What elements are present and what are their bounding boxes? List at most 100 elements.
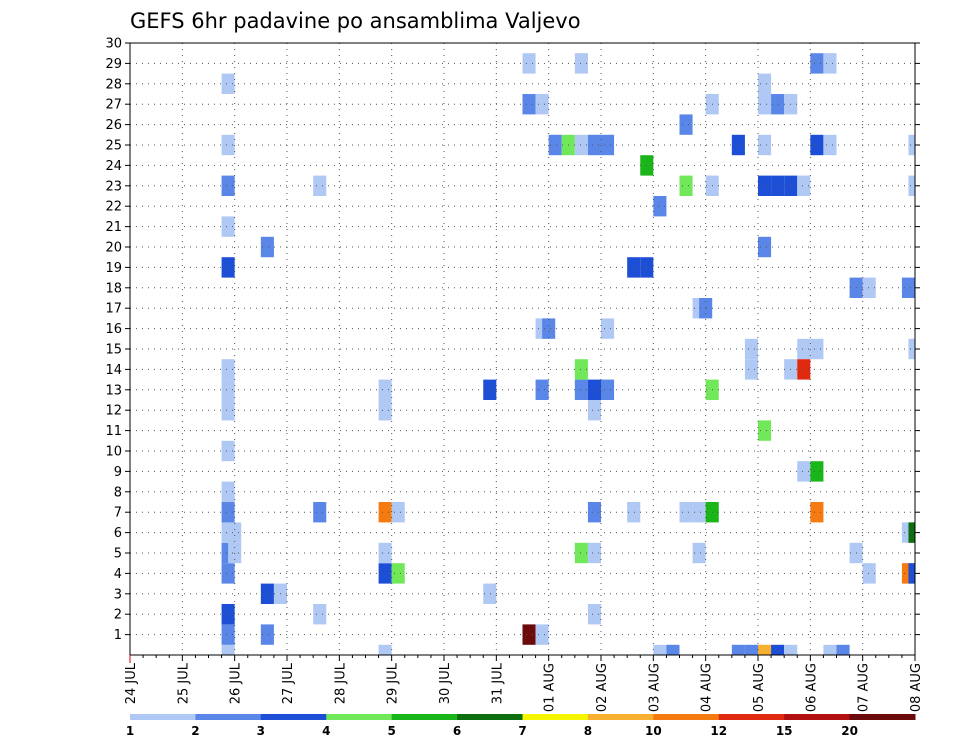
data-cell — [587, 604, 601, 625]
y-tick-label: 25 — [105, 139, 122, 154]
data-cell — [810, 461, 824, 482]
data-cell — [908, 338, 915, 360]
x-tick-label: 27 JUL — [281, 662, 296, 704]
y-tick-label: 11 — [105, 424, 122, 439]
data-cell — [823, 53, 837, 74]
y-tick-label: 29 — [105, 57, 122, 72]
y-tick-label: 23 — [105, 179, 122, 194]
data-cell — [758, 644, 772, 655]
data-cell — [823, 134, 837, 156]
color-scale-label: 20 — [841, 724, 858, 738]
y-axis: 1234567891011121314151617181920212223242… — [105, 37, 920, 643]
color-scale-swatch — [457, 714, 523, 720]
y-tick-label: 18 — [105, 281, 122, 296]
y-tick-label: 24 — [105, 159, 122, 174]
color-scale-label: 5 — [387, 724, 395, 738]
x-tick-label: 28 JUL — [333, 662, 348, 704]
y-tick-label: 21 — [105, 220, 122, 235]
y-tick-label: 4 — [114, 567, 122, 582]
data-cell — [548, 134, 562, 156]
y-tick-label: 10 — [105, 445, 122, 460]
color-scale-label: 10 — [645, 724, 662, 738]
data-cell — [221, 604, 235, 625]
data-cell — [679, 502, 693, 523]
x-tick-label: 08 AUG — [909, 663, 924, 712]
data-cell — [758, 175, 772, 196]
color-scale-label: 2 — [191, 724, 199, 738]
data-cell — [391, 502, 405, 523]
data-cell — [862, 277, 876, 298]
color-scale-swatch — [260, 714, 327, 720]
data-cell — [221, 379, 235, 400]
chart-title: GEFS 6hr padavine po ansamblima Valjevo — [130, 9, 581, 33]
data-cell — [587, 379, 601, 400]
data-cell — [601, 379, 615, 400]
data-cell — [522, 94, 536, 115]
data-cell — [221, 400, 235, 421]
data-cell — [391, 563, 405, 584]
color-scale-label: 3 — [257, 724, 265, 738]
x-tick-label: 30 JUL — [438, 662, 453, 704]
x-tick-label: 25 JUL — [176, 662, 191, 704]
data-cell — [601, 318, 615, 339]
x-tick-label: 03 AUG — [647, 663, 662, 712]
color-scale-label: 6 — [453, 724, 461, 738]
data-cell — [836, 644, 850, 655]
y-tick-label: 16 — [105, 322, 122, 337]
data-cell — [483, 583, 497, 604]
data-cell — [574, 134, 588, 156]
data-cell — [744, 359, 758, 380]
data-cell — [731, 134, 745, 156]
data-cell — [627, 257, 641, 278]
data-cell — [522, 53, 536, 74]
data-cell — [810, 338, 824, 360]
data-cell — [221, 73, 235, 94]
data-cell — [601, 134, 615, 156]
color-scale-swatch — [326, 714, 393, 720]
data-cell — [627, 502, 641, 523]
data-cell — [744, 644, 758, 655]
color-scale-swatch — [587, 714, 654, 720]
y-tick-label: 22 — [105, 200, 122, 215]
x-tick-label: 05 AUG — [752, 663, 767, 712]
data-cell — [908, 134, 915, 156]
data-cell — [758, 94, 772, 115]
data-cell — [862, 563, 876, 584]
y-tick-label: 7 — [114, 506, 122, 521]
data-cell — [221, 134, 235, 156]
data-cell — [744, 338, 758, 360]
y-tick-label: 8 — [114, 485, 122, 500]
y-tick-label: 13 — [105, 383, 122, 398]
data-cell — [810, 502, 824, 523]
y-tick-label: 2 — [114, 608, 122, 623]
data-cell — [758, 420, 772, 441]
y-tick-label: 28 — [105, 77, 122, 92]
data-cell — [666, 644, 680, 655]
x-tick-label: 07 AUG — [857, 663, 872, 712]
data-cell — [699, 298, 713, 319]
data-cell — [221, 216, 235, 237]
data-cell — [221, 257, 235, 278]
color-scale-swatch — [784, 714, 851, 720]
data-cell — [574, 53, 588, 74]
data-cell — [313, 604, 327, 625]
data-cell — [810, 53, 824, 74]
y-tick-label: 5 — [114, 547, 122, 562]
data-cell — [378, 502, 392, 523]
data-cell — [535, 624, 549, 645]
data-cell — [535, 94, 549, 115]
data-cell — [228, 522, 242, 543]
data-cell — [221, 563, 235, 584]
data-cell — [378, 644, 392, 655]
data-cell — [797, 175, 811, 196]
color-scale-swatch — [391, 714, 458, 720]
x-tick-label: 06 AUG — [804, 663, 819, 712]
data-cell — [587, 542, 601, 564]
data-cell — [758, 73, 772, 94]
y-tick-label: 12 — [105, 404, 122, 419]
color-scale-label: 8 — [584, 724, 592, 738]
data-cell — [908, 175, 915, 196]
x-tick-label: 29 JUL — [386, 662, 401, 704]
y-tick-label: 30 — [105, 37, 122, 52]
data-cell — [221, 481, 235, 502]
